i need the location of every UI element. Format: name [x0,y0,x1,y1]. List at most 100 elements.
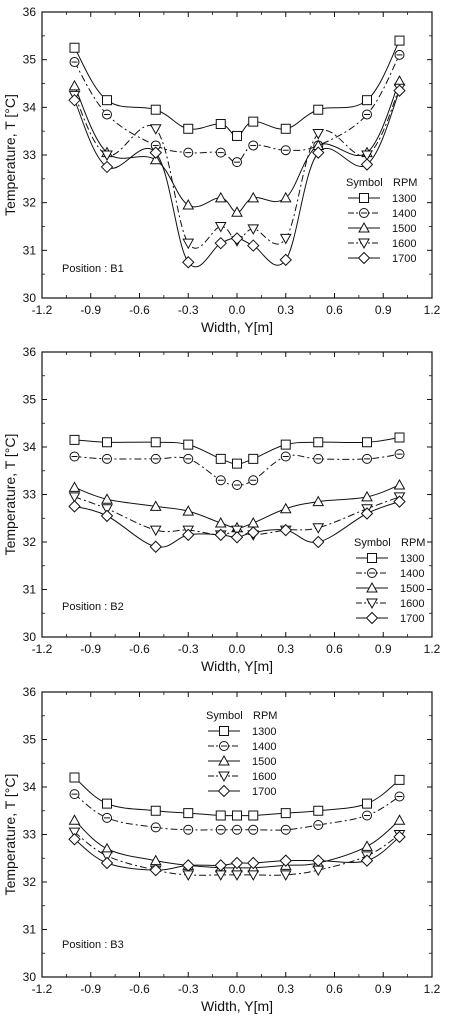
data-point [150,104,161,115]
legend-entry-label: 1500 [392,223,416,235]
data-point [394,49,405,60]
data-point [247,856,260,870]
data-point [150,437,161,448]
data-point [313,820,324,830]
data-point [313,437,324,448]
data-point [231,525,243,537]
data-point [248,810,259,821]
data-point [214,222,227,233]
x-tick-label: 0.3 [277,642,294,656]
data-point [279,870,292,881]
data-point [149,540,162,553]
y-tick-label: 34 [23,440,37,454]
data-point [394,449,405,460]
data-point [279,233,292,245]
data-point [394,774,405,785]
legend-marker [218,771,230,783]
legend-marker [359,193,369,203]
series-line [74,484,400,529]
y-tick-label: 32 [23,196,37,210]
x-tick-label: -1.2 [32,642,53,656]
data-point [182,528,195,542]
x-axis-label: Width, Y[m] [201,998,273,1014]
data-point [230,232,244,245]
legend-entry-label: 1500 [400,583,424,595]
legend-entry-label: 1600 [400,598,424,610]
data-point [280,808,291,819]
legend-marker [366,598,378,610]
y-tick-label: 32 [23,875,37,889]
data-point [100,160,114,174]
y-tick-label: 31 [23,923,37,937]
data-point [247,516,260,528]
data-point [280,451,291,462]
series-1300 [69,432,405,469]
x-tick-label: 0.6 [326,303,343,317]
y-tick-label: 33 [23,148,37,162]
position-label: Position : B1 [62,263,124,275]
y-tick-label: 30 [23,970,37,984]
data-point [183,453,194,464]
data-point [232,458,242,469]
data-point [280,824,291,835]
legend: Symbol RPM 1300 1400 1500 1600 1700 [346,177,417,265]
series-1300 [69,772,405,821]
data-point [362,437,372,448]
data-point [231,206,243,217]
data-point [68,833,81,846]
legend-entry-label: 1500 [252,756,276,768]
x-tick-label: 1.2 [424,982,441,996]
legend: Symbol RPM 1300 1400 1500 1600 1700 [206,710,277,798]
data-point [214,859,227,872]
x-axis-label: Width, Y[m] [201,658,273,674]
x-tick-label: -0.9 [80,982,101,996]
data-point [312,495,325,507]
data-point [248,453,259,464]
data-point [102,437,112,448]
data-point [102,453,112,464]
data-point [69,451,80,462]
legend-marker [366,581,378,593]
legend-marker [367,568,377,578]
x-tick-label: 0.6 [326,982,343,996]
x-tick-label: -0.9 [80,303,101,317]
legend-entry-label: 1700 [392,253,416,265]
data-point [279,191,292,203]
data-point [215,475,226,486]
x-tick-label: 1.2 [424,303,441,317]
data-point [149,863,162,877]
x-axis-label: Width, Y[m] [201,319,273,335]
data-point [360,158,374,171]
series-1400 [69,449,405,490]
y-tick-label: 33 [23,828,37,842]
data-point [149,153,162,165]
legend-marker [359,208,369,218]
data-point [312,146,325,159]
y-tick-label: 36 [23,685,37,699]
data-point [182,505,195,516]
data-point [279,253,292,267]
data-point [279,854,292,867]
legend-entry-label: 1700 [252,786,276,798]
y-axis-label: Temperature, T [°C] [2,94,18,216]
data-point [214,516,227,528]
data-point [214,528,227,542]
data-point [69,772,80,783]
data-point [361,150,373,162]
y-tick-label: 34 [23,100,37,114]
y-axis-label: Temperature, T [°C] [2,774,18,896]
data-point [215,119,226,130]
position-label: Position : B2 [62,601,124,613]
data-point [69,789,80,800]
y-tick-label: 33 [23,488,37,502]
data-point [312,535,325,549]
data-point [68,481,81,492]
data-point [232,810,242,821]
data-point [232,157,242,168]
data-point [69,57,80,68]
y-axis-label: Temperature, T [°C] [2,434,18,556]
y-tick-label: 36 [23,345,37,359]
y-tick-label: 35 [23,733,37,747]
data-point [69,434,80,445]
legend-marker [367,553,377,563]
